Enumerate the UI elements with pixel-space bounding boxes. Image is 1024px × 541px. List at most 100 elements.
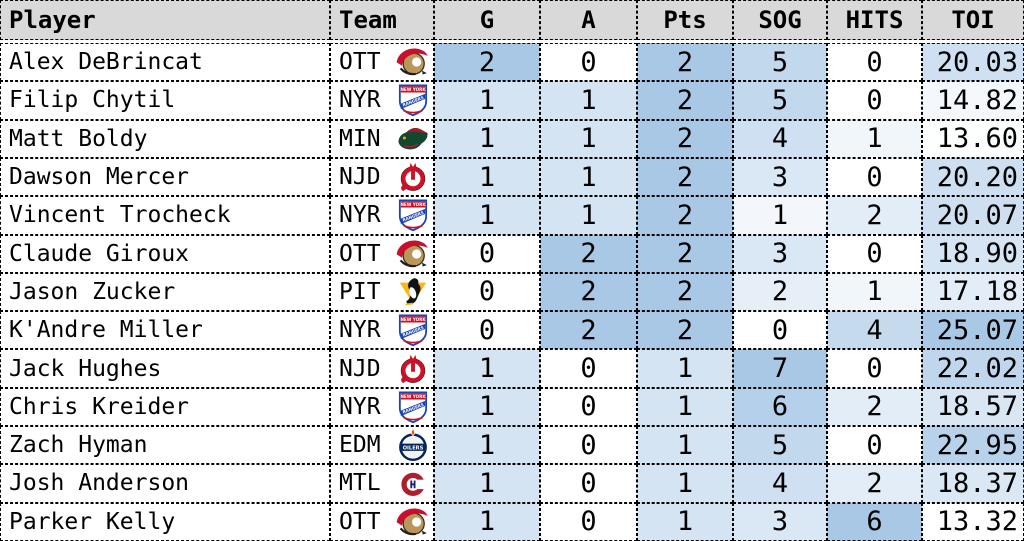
player-name-cell: Zach Hyman — [0, 425, 330, 465]
team-cell: NYR NEW YORK RANGERS — [330, 81, 434, 120]
njd-logo-icon — [394, 351, 432, 387]
svg-text:NEW YORK: NEW YORK — [400, 394, 426, 399]
player-name-cell: Chris Kreider — [0, 387, 330, 426]
table-row: Filip Chytil NYR NEW YORK RANGERS 1 1 2 5 0 14… — [0, 81, 1024, 120]
team-cell: MTL — [330, 464, 434, 503]
table-header: Player Team G A Pts SOG HITS TOI — [0, 0, 1024, 40]
a-value-cell: 1 — [540, 81, 637, 120]
a-value-cell: 2 — [540, 311, 637, 350]
pts-value-cell: 1 — [637, 464, 733, 503]
col-header-pts: Pts — [637, 0, 733, 40]
toi-value-cell: 17.18 — [922, 272, 1024, 312]
min-logo-icon — [394, 121, 432, 157]
table-row: Josh Anderson MTL 1 0 1 4 2 18.37 — [0, 464, 1024, 503]
sog-value-cell: 6 — [733, 387, 827, 426]
a-value-cell: 1 — [540, 157, 637, 197]
col-header-g: G — [434, 0, 540, 40]
player-name-cell: K'Andre Miller — [0, 311, 330, 350]
player-name-cell: Claude Giroux — [0, 234, 330, 273]
team-abbr: NYR — [339, 317, 381, 344]
pts-value-cell: 1 — [637, 425, 733, 465]
g-value-cell: 1 — [434, 81, 540, 120]
svg-text:NEW YORK: NEW YORK — [400, 202, 426, 207]
sog-value-cell: 5 — [733, 81, 827, 120]
team-cell: NYR NEW YORK RANGERS — [330, 196, 434, 235]
team-abbr: OTT — [339, 508, 381, 535]
pit-logo-icon — [394, 274, 432, 310]
g-value-cell: 1 — [434, 425, 540, 465]
a-value-cell: 2 — [540, 234, 637, 273]
player-name-cell: Filip Chytil — [0, 81, 330, 120]
a-value-cell: 0 — [540, 464, 637, 503]
a-value-cell: 1 — [540, 196, 637, 235]
col-header-a: A — [540, 0, 637, 40]
g-value-cell: 1 — [434, 502, 540, 541]
team-abbr: NJD — [339, 355, 381, 382]
table-row: Zach Hyman EDM OILERS 1 0 1 5 0 22.95 — [0, 425, 1024, 465]
team-abbr: OTT — [339, 240, 381, 267]
pts-value-cell: 2 — [637, 157, 733, 197]
hits-value-cell: 0 — [827, 349, 922, 388]
table-row: Jack Hughes NJD 1 0 1 7 0 22.02 — [0, 349, 1024, 388]
g-value-cell: 1 — [434, 157, 540, 197]
a-value-cell: 0 — [540, 387, 637, 426]
team-abbr: MIN — [339, 125, 381, 152]
hits-value-cell: 0 — [827, 43, 922, 82]
player-name-cell: Josh Anderson — [0, 464, 330, 503]
table-row: Parker Kelly OTT 1 0 1 3 6 13.32 — [0, 502, 1024, 541]
team-cell: NYR NEW YORK RANGERS — [330, 311, 434, 350]
mtl-logo-icon — [394, 465, 432, 501]
player-name-cell: Jack Hughes — [0, 349, 330, 388]
team-cell: OTT — [330, 43, 434, 82]
hits-value-cell: 2 — [827, 387, 922, 426]
table-row: Jason Zucker PIT 0 2 2 2 1 17.18 — [0, 272, 1024, 312]
team-cell: MIN — [330, 119, 434, 158]
col-header-team: Team — [330, 0, 434, 40]
col-header-sog: SOG — [733, 0, 827, 40]
a-value-cell: 0 — [540, 43, 637, 82]
hits-value-cell: 4 — [827, 311, 922, 350]
header-row: Player Team G A Pts SOG HITS TOI — [0, 0, 1024, 40]
toi-value-cell: 20.20 — [922, 157, 1024, 197]
team-abbr: NYR — [339, 202, 381, 229]
svg-text:NEW YORK: NEW YORK — [400, 87, 426, 92]
table-row: Alex DeBrincat OTT 2 0 2 5 0 20.03 — [0, 43, 1024, 82]
team-cell: NYR NEW YORK RANGERS — [330, 387, 434, 426]
toi-value-cell: 14.82 — [922, 81, 1024, 120]
pts-value-cell: 2 — [637, 272, 733, 312]
pts-value-cell: 2 — [637, 311, 733, 350]
toi-value-cell: 20.07 — [922, 196, 1024, 235]
toi-value-cell: 13.32 — [922, 502, 1024, 541]
sog-value-cell: 3 — [733, 157, 827, 197]
table-body: Alex DeBrincat OTT 2 0 2 5 0 20.03 Filip Chytil… — [0, 40, 1024, 541]
nyr-logo-icon: NEW YORK RANGERS — [394, 312, 432, 348]
nyr-logo-icon: NEW YORK RANGERS — [394, 82, 432, 118]
sog-value-cell: 7 — [733, 349, 827, 388]
player-name-cell: Matt Boldy — [0, 119, 330, 158]
g-value-cell: 1 — [434, 464, 540, 503]
team-cell: OTT — [330, 502, 434, 541]
g-value-cell: 0 — [434, 234, 540, 273]
a-value-cell: 0 — [540, 502, 637, 541]
a-value-cell: 0 — [540, 349, 637, 388]
g-value-cell: 0 — [434, 311, 540, 350]
pts-value-cell: 2 — [637, 43, 733, 82]
g-value-cell: 2 — [434, 43, 540, 82]
nyr-logo-icon: NEW YORK RANGERS — [394, 197, 432, 233]
a-value-cell: 2 — [540, 272, 637, 312]
team-cell: PIT — [330, 272, 434, 312]
hits-value-cell: 0 — [827, 81, 922, 120]
col-header-player: Player — [0, 0, 330, 40]
a-value-cell: 0 — [540, 425, 637, 465]
pts-value-cell: 1 — [637, 387, 733, 426]
team-cell: NJD — [330, 349, 434, 388]
sog-value-cell: 3 — [733, 234, 827, 273]
hits-value-cell: 1 — [827, 272, 922, 312]
toi-value-cell: 22.95 — [922, 425, 1024, 465]
team-abbr: EDM — [339, 432, 381, 459]
hits-value-cell: 2 — [827, 464, 922, 503]
g-value-cell: 1 — [434, 349, 540, 388]
